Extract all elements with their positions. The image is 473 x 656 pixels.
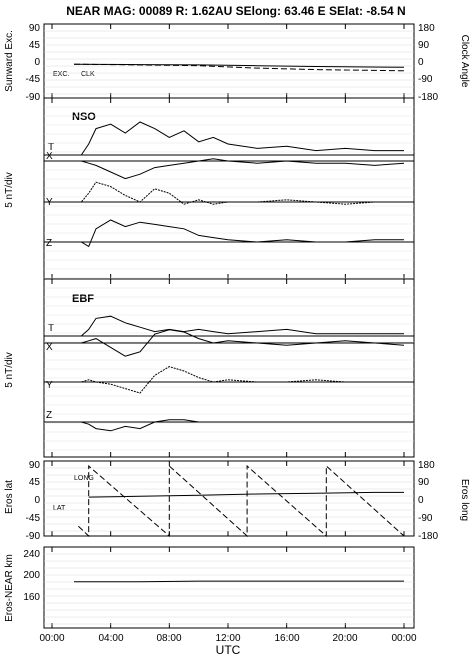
x-tick-label: 16:00 bbox=[274, 633, 299, 644]
eros-near-distance-line bbox=[74, 580, 404, 583]
eros-long-line bbox=[78, 464, 405, 538]
panel-nso-series-label-t: T bbox=[48, 142, 54, 153]
ebf-series-y bbox=[66, 366, 404, 394]
panel-ebf-frame bbox=[43, 278, 415, 458]
panel-1-ylabel-right: Clock Angle bbox=[459, 35, 470, 88]
panel-nso-title: NSO bbox=[72, 111, 96, 123]
panel-eros-latlong-frame bbox=[43, 460, 415, 537]
panel-eros-ytick-left: 45 bbox=[29, 477, 41, 488]
panel-ebf-title: EBF bbox=[72, 293, 94, 305]
panel-eros-ytick-right: -90 bbox=[418, 513, 433, 524]
chart-title: NEAR MAG: 00089 R: 1.62AU SElong: 63.46 … bbox=[66, 4, 405, 18]
clk-series-line bbox=[73, 63, 405, 72]
x-tick-label: 08:00 bbox=[156, 633, 181, 644]
panel-1-ytick-left: -45 bbox=[26, 74, 41, 85]
panel-ebf-series-label-z: Z bbox=[46, 410, 52, 421]
panel-distance-frame bbox=[43, 546, 415, 629]
panel-1-ytick-left: 45 bbox=[29, 40, 41, 51]
chart-marks bbox=[44, 24, 414, 628]
panel-1-annotation-clk: CLK bbox=[81, 71, 95, 78]
ebf-series-x bbox=[66, 329, 405, 357]
x-tick-label: 04:00 bbox=[98, 633, 123, 644]
panel-distance-ytick: 240 bbox=[23, 549, 40, 560]
panel-ebf-series-label-t: T bbox=[48, 323, 54, 334]
panel-eros-ylabel-left: Eros lat bbox=[4, 480, 15, 514]
panel-1-annotation-exc: EXC. bbox=[53, 71, 69, 78]
x-axis-title: UTC bbox=[216, 643, 241, 656]
panel-1-ytick-right: 180 bbox=[418, 23, 435, 34]
nso-series-x bbox=[66, 158, 405, 180]
panel-1-ylabel-left: Sunward Exc. bbox=[4, 30, 15, 92]
panel-1-ytick-left: -90 bbox=[26, 92, 41, 103]
x-tick-label: 00:00 bbox=[391, 633, 416, 644]
panel-nso-ylabel: 5 nT/div bbox=[4, 172, 15, 208]
panel-1-ytick-right: 90 bbox=[418, 40, 430, 51]
panel-eros-ylabel-right: Eros long bbox=[459, 479, 470, 521]
x-tick-label: 00:00 bbox=[39, 633, 64, 644]
panel-ebf-series-label-x: X bbox=[46, 342, 53, 353]
panel-eros-ytick-right: 90 bbox=[418, 477, 430, 488]
panel-1-ytick-left: 90 bbox=[29, 23, 41, 34]
panel-eros-annotation-lat: LAT bbox=[53, 505, 66, 512]
panel-distance-ytick: 160 bbox=[23, 592, 40, 603]
panel-eros-ytick-right: -180 bbox=[418, 531, 438, 542]
panel-eros-ytick-right: 180 bbox=[418, 460, 435, 471]
panel-ebf-series-label-y: Y bbox=[46, 380, 53, 391]
panel-distance-ylabel: Eros-NEAR km bbox=[4, 554, 15, 622]
x-tick-label: 12:00 bbox=[215, 633, 240, 644]
ebf-series-z bbox=[66, 419, 404, 432]
x-tick-label: 20:00 bbox=[332, 633, 357, 644]
panel-nso-series-label-z: Z bbox=[46, 238, 52, 249]
panel-eros-ytick-right: 0 bbox=[418, 495, 424, 506]
panel-1-ytick-right: 0 bbox=[418, 57, 424, 68]
panel-eros-ytick-left: 90 bbox=[29, 460, 41, 471]
panel-ebf-ylabel: 5 nT/div bbox=[4, 352, 15, 388]
panel-1-ytick-right: -90 bbox=[418, 74, 433, 85]
nso-series-t bbox=[66, 121, 404, 156]
eros-lat-line bbox=[88, 491, 404, 498]
panel-eros-annotation-long: LONG bbox=[74, 475, 94, 482]
nso-series-z bbox=[66, 219, 404, 248]
panel-1-ytick-right: -180 bbox=[418, 92, 438, 103]
panel-1-ytick-left: 0 bbox=[34, 57, 40, 68]
nso-series-y bbox=[66, 181, 404, 205]
panel-eros-ytick-left: 0 bbox=[34, 495, 40, 506]
panel-eros-ytick-left: -45 bbox=[26, 513, 41, 524]
panel-nso-series-label-x: X bbox=[46, 151, 53, 162]
panel-eros-ytick-left: -90 bbox=[26, 531, 41, 542]
panel-distance-ytick: 200 bbox=[23, 570, 40, 581]
